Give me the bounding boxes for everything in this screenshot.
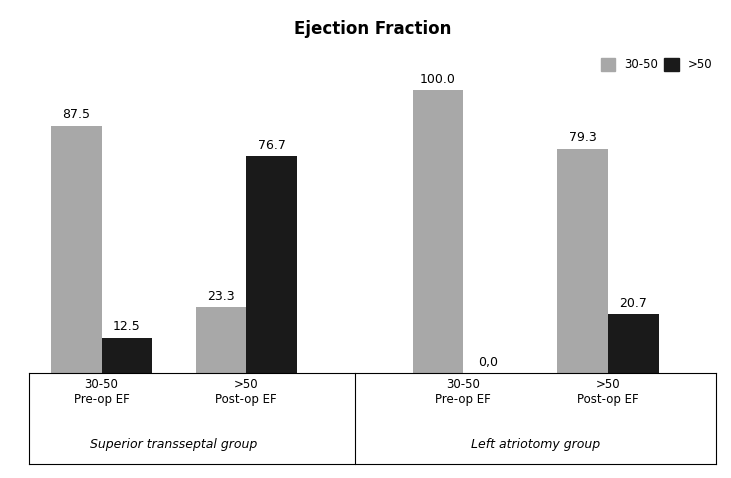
Text: 20.7: 20.7 (619, 297, 647, 310)
Bar (412, 90, 463, 373)
Text: 0,0: 0,0 (479, 356, 499, 369)
Bar (51, 126, 102, 373)
Bar (196, 307, 246, 373)
Bar (246, 156, 297, 373)
Bar (608, 315, 659, 373)
Text: 12.5: 12.5 (113, 320, 141, 333)
Bar (557, 149, 608, 373)
Text: 100.0: 100.0 (420, 73, 456, 86)
Text: Left atriotomy group: Left atriotomy group (471, 438, 600, 451)
Text: 87.5: 87.5 (62, 109, 90, 121)
Legend: 30-50, >50: 30-50, >50 (596, 54, 717, 76)
Bar (102, 337, 152, 373)
Text: 79.3: 79.3 (569, 131, 596, 144)
Title: Ejection Fraction: Ejection Fraction (294, 20, 452, 38)
Text: 23.3: 23.3 (207, 290, 235, 303)
Text: Superior transseptal group: Superior transseptal group (90, 438, 257, 451)
Text: 76.7: 76.7 (257, 139, 286, 152)
